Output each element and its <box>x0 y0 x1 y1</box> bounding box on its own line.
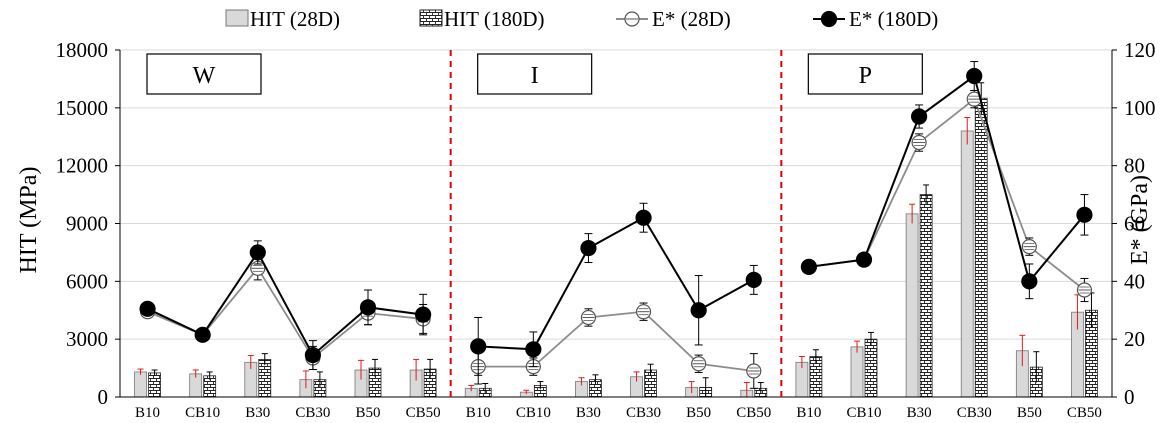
series-line <box>478 216 755 351</box>
data-point <box>745 271 762 288</box>
series-line <box>478 310 754 372</box>
panel-label: W <box>193 63 216 89</box>
panel-label-box <box>477 53 593 95</box>
x-tick-label: CB10 <box>185 405 220 421</box>
bars <box>134 82 1098 398</box>
data-point <box>800 258 817 275</box>
x-tick-label: CB50 <box>1067 405 1102 421</box>
data-point <box>1076 206 1093 223</box>
data-point <box>139 300 156 317</box>
data-point <box>1021 273 1038 290</box>
data-point <box>911 108 928 125</box>
bar <box>960 130 974 398</box>
data-point <box>415 306 432 323</box>
bar <box>905 213 919 398</box>
x-tick-label: CB50 <box>406 405 441 421</box>
x-tick-label: CB10 <box>846 405 881 421</box>
y2-tick-label: 20 <box>1124 327 1145 351</box>
x-tick-label: CB30 <box>626 405 661 421</box>
bar <box>850 346 864 398</box>
y-tick-label: 15000 <box>56 96 109 120</box>
x-tick-label: B10 <box>135 405 160 421</box>
panel-label: P <box>859 63 872 89</box>
data-point <box>635 209 652 226</box>
legend-label: HIT (28D) <box>250 7 340 31</box>
data-point <box>194 326 211 343</box>
x-tick-label: CB10 <box>516 405 551 421</box>
x-tick-label: B10 <box>466 405 491 421</box>
x-tick-label: B50 <box>355 405 380 421</box>
axes: 0 3000 6000 9000 12000 15000 18000 0 20 40 60 80 100… <box>56 38 1156 421</box>
data-point <box>359 299 377 316</box>
y-tick-label: 18000 <box>56 38 109 62</box>
x-tick-label: B50 <box>686 405 711 421</box>
y2-tick-label: 0 <box>1124 385 1135 409</box>
panel-label: I <box>531 63 539 89</box>
bar <box>148 372 161 398</box>
legend-label: HIT (180D) <box>444 7 545 31</box>
bar <box>974 97 988 398</box>
x-tick-label: B30 <box>907 405 932 421</box>
data-point <box>690 302 707 319</box>
legend-swatch <box>419 9 443 27</box>
y2-tick-label: 80 <box>1124 154 1145 178</box>
x-tick-label: B30 <box>576 405 601 421</box>
x-tick-label: B30 <box>245 405 270 421</box>
legend: HIT (28D) HIT (180D) E* (28D) E* (180D) <box>225 7 938 31</box>
gridlines <box>120 49 1112 340</box>
legend-label: E* (28D) <box>652 7 731 31</box>
data-point <box>304 346 321 364</box>
y-axis-label: HIT (MPa) <box>16 167 42 274</box>
panel-label-box <box>146 53 262 95</box>
legend-label: E* (180D) <box>849 7 938 31</box>
bar <box>864 338 878 398</box>
y2-tick-label: 40 <box>1124 269 1145 293</box>
lines <box>139 61 1093 389</box>
y2-tick-label: 100 <box>1124 96 1156 120</box>
legend-swatch <box>225 9 249 27</box>
bar <box>134 371 147 398</box>
y-tick-label: 9000 <box>66 212 108 236</box>
series-line <box>147 250 424 357</box>
y2-tick-label: 120 <box>1124 38 1156 62</box>
data-point <box>580 239 597 257</box>
y-tick-label: 12000 <box>56 154 109 178</box>
y-tick-label: 6000 <box>66 269 108 293</box>
x-tick-label: CB50 <box>736 405 771 421</box>
data-point <box>525 341 542 358</box>
data-point <box>470 338 487 355</box>
y2-axis-label: E* (GPa) <box>1127 175 1153 265</box>
y-tick-label: 3000 <box>66 327 108 351</box>
panel-label-box <box>807 53 923 95</box>
legend-marker <box>820 10 838 28</box>
series-line <box>808 74 1086 284</box>
x-tick-label: B10 <box>796 405 821 421</box>
x-tick-label: B50 <box>1017 405 1042 421</box>
data-point <box>249 244 266 261</box>
y-tick-label: 0 <box>98 385 109 409</box>
x-tick-label: CB30 <box>295 405 330 421</box>
bar <box>919 194 933 398</box>
y2-tick-label: 60 <box>1124 212 1145 236</box>
data-point <box>855 251 873 268</box>
x-tick-label: CB30 <box>957 405 992 421</box>
data-point <box>966 67 983 85</box>
